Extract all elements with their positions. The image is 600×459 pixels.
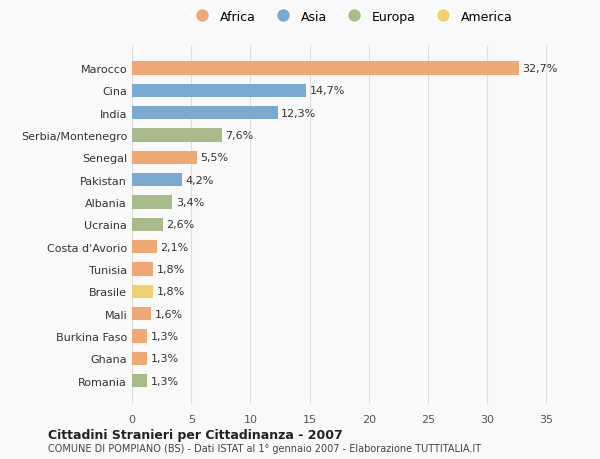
Text: 1,8%: 1,8% — [157, 287, 185, 297]
Text: 1,3%: 1,3% — [151, 331, 179, 341]
Bar — [132, 62, 519, 76]
Text: 12,3%: 12,3% — [281, 108, 316, 118]
Text: Cittadini Stranieri per Cittadinanza - 2007: Cittadini Stranieri per Cittadinanza - 2… — [48, 428, 343, 442]
Bar — [132, 330, 148, 343]
Text: 32,7%: 32,7% — [523, 64, 558, 74]
Text: COMUNE DI POMPIANO (BS) - Dati ISTAT al 1° gennaio 2007 - Elaborazione TUTTITALI: COMUNE DI POMPIANO (BS) - Dati ISTAT al … — [48, 443, 481, 453]
Text: 2,6%: 2,6% — [166, 220, 194, 230]
Bar — [132, 218, 163, 232]
Bar — [132, 84, 306, 98]
Bar — [132, 308, 151, 321]
Bar — [132, 151, 197, 165]
Bar — [132, 374, 148, 388]
Text: 5,5%: 5,5% — [200, 153, 229, 163]
Text: 3,4%: 3,4% — [176, 198, 204, 207]
Text: 1,3%: 1,3% — [151, 354, 179, 364]
Text: 1,3%: 1,3% — [151, 376, 179, 386]
Bar — [132, 285, 154, 298]
Text: 1,8%: 1,8% — [157, 264, 185, 274]
Bar — [132, 129, 222, 142]
Legend: Africa, Asia, Europa, America: Africa, Asia, Europa, America — [185, 6, 517, 28]
Text: 2,1%: 2,1% — [160, 242, 188, 252]
Text: 14,7%: 14,7% — [310, 86, 345, 96]
Text: 7,6%: 7,6% — [226, 131, 254, 141]
Text: 1,6%: 1,6% — [154, 309, 182, 319]
Bar — [132, 241, 157, 254]
Bar — [132, 107, 278, 120]
Bar — [132, 174, 182, 187]
Bar — [132, 196, 172, 209]
Text: 4,2%: 4,2% — [185, 175, 214, 185]
Bar — [132, 263, 154, 276]
Bar — [132, 352, 148, 365]
